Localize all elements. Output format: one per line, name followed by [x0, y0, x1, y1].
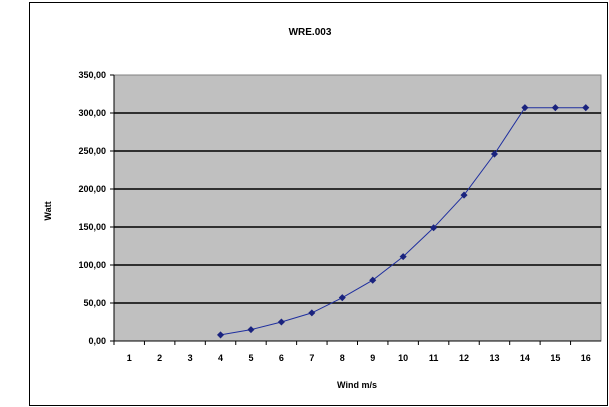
x-tick-label: 12 — [459, 353, 469, 363]
data-point — [216, 331, 225, 339]
data-point — [490, 150, 499, 158]
data-point — [582, 104, 590, 112]
data-point — [369, 276, 377, 284]
data-point — [551, 104, 559, 112]
series-group — [216, 104, 590, 339]
y-tick-label: 150,00 — [78, 222, 106, 232]
y-tick-label: 300,00 — [78, 108, 106, 118]
x-tick-label: 4 — [218, 353, 223, 363]
x-tick-label: 10 — [398, 353, 408, 363]
y-tick-label: 0,00 — [88, 336, 106, 346]
x-tick-label: 8 — [340, 353, 345, 363]
data-point — [338, 294, 346, 302]
x-tick-label: 5 — [248, 353, 253, 363]
data-point — [277, 318, 285, 326]
x-tick-label: 7 — [309, 353, 314, 363]
y-axis-title: Watt — [43, 201, 53, 220]
x-tick-label: 14 — [520, 353, 530, 363]
data-point — [521, 104, 529, 112]
data-point — [430, 224, 438, 232]
plot-area — [113, 74, 602, 342]
x-tick-label: 11 — [429, 353, 439, 363]
x-tick-label: 16 — [581, 353, 591, 363]
x-axis-title: Wind m/s — [337, 380, 377, 390]
data-point — [460, 191, 468, 199]
y-tick-label: 350,00 — [78, 70, 106, 80]
y-tick-label: 100,00 — [78, 260, 106, 270]
x-axis-tick-labels: 1 2 3 4 5 6 7 8 9 10 11 12 13 14 15 16 — [113, 341, 591, 363]
x-tick-label: 6 — [279, 353, 284, 363]
y-tick-label: 200,00 — [78, 184, 106, 194]
x-tick-label: 2 — [157, 353, 162, 363]
x-tick-label: 13 — [489, 353, 499, 363]
y-axis-tick-labels: 0,00 50,00 100,00 150,00 200,00 250,00 300,00 3… — [78, 70, 601, 346]
x-tick-label: 3 — [188, 353, 193, 363]
data-point — [308, 309, 316, 317]
x-tick-label: 9 — [370, 353, 375, 363]
x-tick-label: 1 — [127, 353, 132, 363]
data-point — [247, 326, 255, 334]
chart-title: WRE.003 — [289, 27, 332, 38]
x-tick-label: 15 — [550, 353, 560, 363]
gridlines — [114, 112, 601, 304]
y-tick-label: 250,00 — [78, 146, 106, 156]
y-tick-label: 50,00 — [83, 298, 106, 308]
